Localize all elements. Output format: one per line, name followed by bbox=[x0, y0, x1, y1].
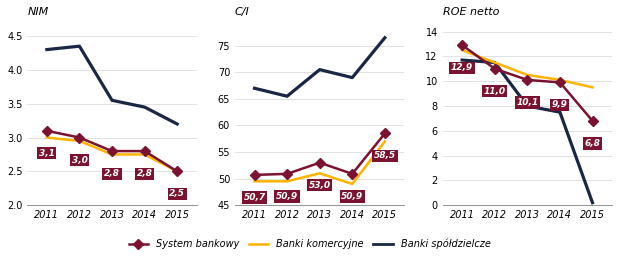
Text: 50,7: 50,7 bbox=[243, 193, 266, 202]
Text: 3,1: 3,1 bbox=[39, 149, 55, 158]
Text: 50,9: 50,9 bbox=[276, 192, 298, 201]
Text: 2,8: 2,8 bbox=[137, 169, 152, 178]
Text: 50,9: 50,9 bbox=[341, 192, 363, 201]
Text: 11,0: 11,0 bbox=[483, 87, 506, 96]
Text: 58,5: 58,5 bbox=[374, 151, 396, 160]
Text: 2,8: 2,8 bbox=[104, 169, 120, 178]
Legend: System bankowy, Banki komercyjne, Banki spółdzielcze: System bankowy, Banki komercyjne, Banki … bbox=[124, 235, 495, 253]
Text: NIM: NIM bbox=[27, 7, 48, 17]
Text: 3,0: 3,0 bbox=[72, 156, 87, 165]
Text: 2,5: 2,5 bbox=[169, 189, 185, 198]
Text: 9,9: 9,9 bbox=[552, 100, 568, 109]
Text: 12,9: 12,9 bbox=[451, 63, 473, 72]
Text: 10,1: 10,1 bbox=[516, 98, 539, 107]
Text: 53,0: 53,0 bbox=[309, 181, 331, 190]
Text: 6,8: 6,8 bbox=[584, 139, 600, 148]
Text: ROE netto: ROE netto bbox=[443, 7, 499, 17]
Text: C/I: C/I bbox=[235, 7, 249, 17]
